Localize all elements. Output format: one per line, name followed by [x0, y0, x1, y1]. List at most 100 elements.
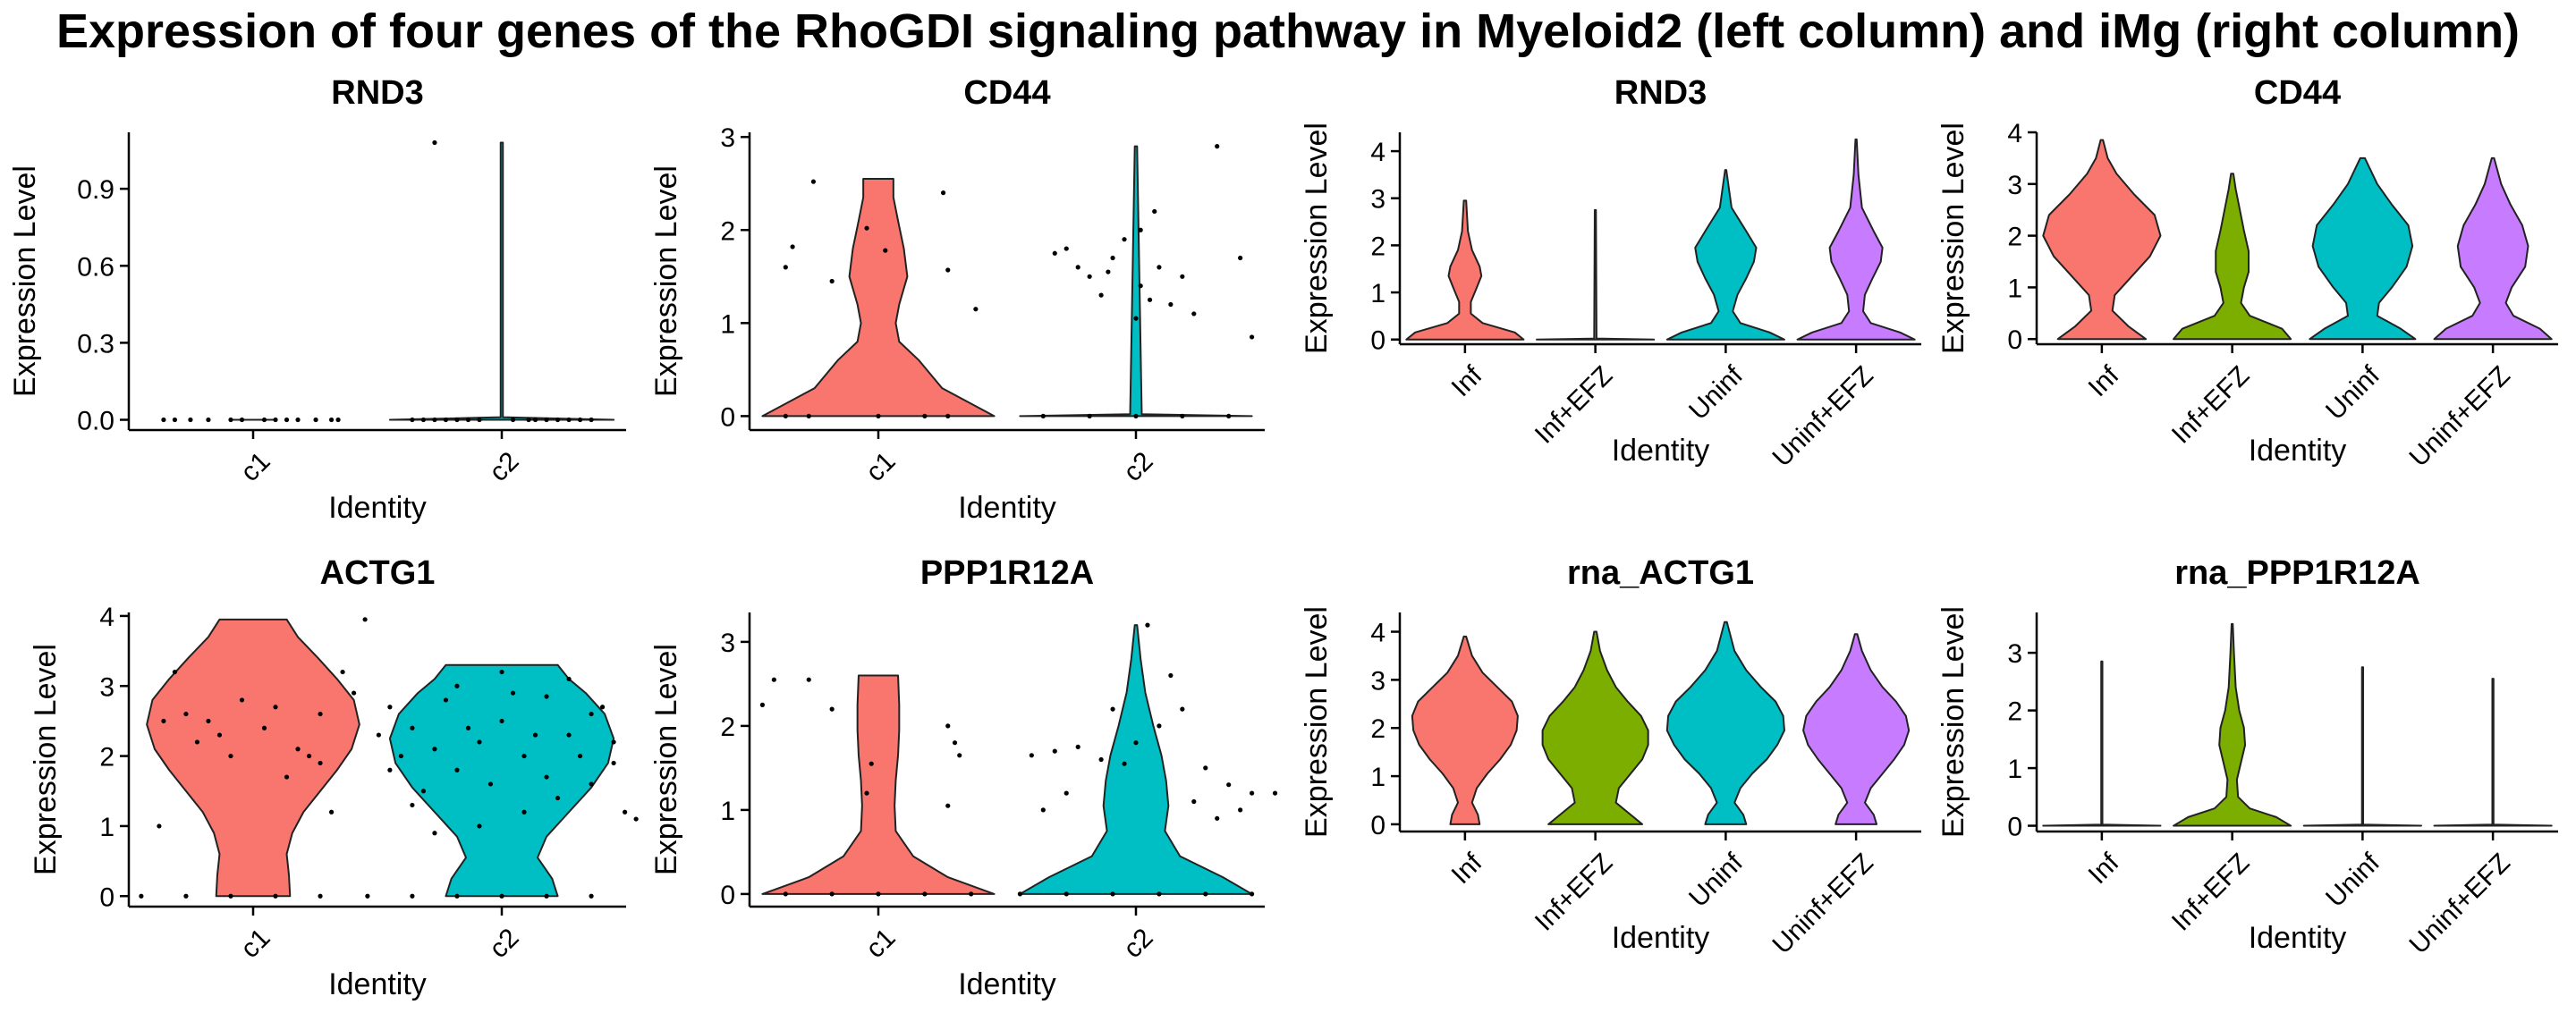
y-tick-label: 0 [2007, 813, 2022, 842]
data-point [420, 417, 427, 423]
data-point [335, 417, 341, 423]
data-point [295, 747, 301, 752]
data-point [1063, 246, 1069, 251]
data-point [1098, 292, 1104, 298]
data-point [945, 413, 951, 418]
data-point [499, 669, 504, 675]
data-point [1133, 740, 1139, 746]
data-point [454, 893, 460, 899]
data-point [829, 706, 835, 712]
data-point [1098, 756, 1104, 763]
violin-Uninf [1665, 169, 1785, 341]
y-tick-label: 2 [1370, 232, 1385, 261]
data-point [1180, 706, 1185, 712]
y-tick-label: 0.0 [77, 407, 114, 436]
y-tick-label: 1 [720, 309, 735, 339]
data-point [790, 244, 795, 249]
x-tick-label: Uninf [1683, 848, 1749, 913]
data-point [544, 893, 549, 899]
panel-4: CD44 0 1 2 3 4 Expression Level Identity Inf Inf+… [1936, 74, 2558, 473]
y-tick-label: 3 [720, 629, 735, 658]
violin-Inf+EFZ [2173, 173, 2292, 341]
y-tick-label: 4 [99, 603, 114, 632]
violin-c1 [761, 674, 996, 895]
violin-Uninf [2309, 156, 2417, 341]
data-point [510, 690, 516, 696]
data-point [432, 747, 437, 752]
data-point [499, 893, 504, 899]
violin-c2 [1019, 145, 1253, 418]
data-point [544, 774, 549, 780]
data-point [487, 781, 494, 787]
data-point [183, 711, 189, 717]
violin-Inf [2042, 660, 2162, 827]
panel-title: RND3 [1614, 74, 1707, 112]
data-point [273, 417, 278, 423]
data-point [183, 893, 189, 899]
data-point [261, 417, 267, 423]
y-axis-label: Expression Level [29, 644, 63, 875]
data-point [1110, 255, 1115, 261]
data-point [454, 417, 460, 423]
data-point [1152, 208, 1157, 215]
y-tick-label: 0 [720, 402, 735, 432]
data-point [973, 307, 979, 312]
data-point [139, 893, 144, 899]
x-axis-label: Identity [958, 491, 1056, 525]
data-point [1168, 672, 1174, 679]
data-point [566, 676, 572, 682]
data-point [589, 417, 594, 423]
data-point [273, 893, 278, 899]
data-point [1226, 413, 1232, 418]
data-point [157, 823, 162, 829]
data-point [172, 417, 178, 423]
panel-title: ACTG1 [320, 554, 436, 592]
data-point [526, 417, 531, 423]
data-point [351, 690, 357, 696]
x-tick-label: Inf+EFZ [2166, 360, 2255, 449]
data-point [521, 809, 527, 815]
data-point [477, 417, 482, 423]
data-point [945, 723, 951, 729]
data-point [1106, 269, 1111, 274]
violin-c2 [388, 141, 615, 421]
violin-c2 [1019, 624, 1253, 895]
data-point [1133, 316, 1139, 321]
y-tick-label: 4 [2007, 119, 2022, 148]
data-point [410, 417, 415, 423]
data-point [922, 413, 928, 418]
x-tick-label: Uninf [1683, 360, 1749, 426]
y-tick-label: 1 [1370, 763, 1385, 792]
y-axis-label: Expression Level [649, 644, 683, 875]
y-tick-label: 3 [720, 123, 735, 153]
x-axis-label: Identity [2249, 921, 2347, 955]
panel-title: rna_PPP1R12A [2174, 554, 2420, 592]
x-tick-label: Inf+EFZ [2166, 848, 2255, 936]
x-tick-label: c2 [484, 923, 525, 964]
data-point [1157, 265, 1162, 270]
figure-title: Expression of four genes of the RhoGDI s… [55, 4, 2521, 58]
data-point [295, 417, 301, 423]
data-point [161, 417, 166, 423]
data-point [599, 705, 606, 710]
y-axis-label: Expression Level [1936, 122, 1970, 354]
data-point [611, 739, 616, 745]
data-point [555, 795, 561, 801]
data-point [172, 669, 178, 675]
data-point [284, 417, 290, 423]
data-point [420, 789, 427, 794]
data-point [1017, 891, 1022, 897]
x-tick-label: Inf [1446, 360, 1488, 402]
x-tick-label: c1 [860, 923, 902, 964]
panel-title: CD44 [2254, 74, 2341, 112]
data-point [1133, 413, 1139, 418]
y-tick-label: 1 [2007, 755, 2022, 784]
y-tick-label: 0.9 [77, 175, 114, 205]
data-point [261, 725, 267, 730]
data-point [499, 718, 504, 724]
data-point [532, 732, 538, 738]
data-point [477, 823, 482, 829]
y-tick-label: 3 [1370, 185, 1385, 215]
